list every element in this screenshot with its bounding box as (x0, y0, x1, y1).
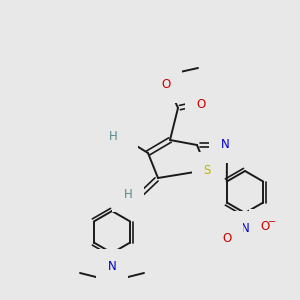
Text: N: N (220, 139, 230, 152)
Text: O: O (196, 98, 206, 110)
Text: S: S (203, 164, 211, 176)
Text: O: O (260, 220, 270, 233)
Text: O: O (117, 131, 127, 145)
Text: H: H (109, 130, 117, 142)
Text: O: O (222, 232, 232, 245)
Text: +: + (247, 220, 255, 229)
Text: O: O (161, 79, 171, 92)
Text: −: − (268, 217, 276, 227)
Text: H: H (124, 188, 132, 200)
Text: N: N (241, 223, 249, 236)
Text: N: N (108, 260, 116, 274)
